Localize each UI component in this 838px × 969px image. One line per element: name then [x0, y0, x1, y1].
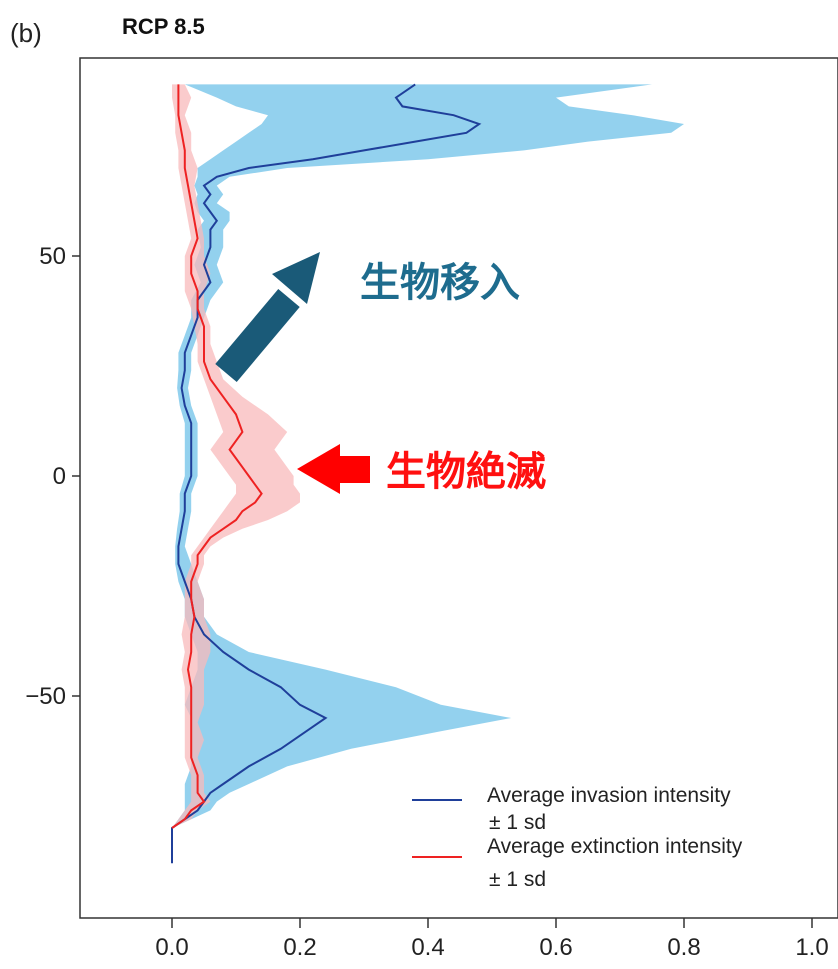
legend-extinction-sd: ± 1 sd	[489, 868, 546, 891]
invasion-mean-line	[171, 83, 482, 864]
x-tick-label: 0.8	[667, 934, 700, 961]
y-tick-label: 0	[53, 463, 66, 490]
chart-title: RCP 8.5	[122, 14, 205, 39]
panel-label: (b)	[10, 18, 42, 48]
legend-invasion-sd: ± 1 sd	[489, 811, 546, 834]
x-tick-label: 1.0	[795, 934, 828, 961]
legend: Average invasion intensity ± 1 sd Averag…	[412, 784, 743, 891]
plot-frame	[79, 57, 838, 919]
extinction-annotation: 生物絶滅	[386, 449, 546, 495]
x-tick-label: 0.4	[411, 934, 444, 961]
x-tick-label: 0.6	[539, 934, 572, 961]
y-axis: 50 0 −50	[25, 243, 80, 710]
extinction-mean-line	[171, 84, 263, 829]
x-tick-label: 0.0	[155, 934, 188, 961]
invasion-arrow	[215, 252, 320, 383]
legend-extinction-label: Average extinction intensity	[487, 835, 743, 858]
invasion-annotation: 生物移入	[360, 260, 520, 306]
extinction-sd-band	[172, 84, 300, 828]
y-tick-label: −50	[25, 683, 66, 710]
mean-lines	[171, 83, 482, 864]
x-axis: 0.0 0.2 0.4 0.6 0.8 1.0	[155, 918, 829, 961]
extinction-arrow	[297, 444, 370, 494]
x-tick-label: 0.2	[283, 934, 316, 961]
y-tick-label: 50	[39, 243, 66, 270]
legend-invasion-label: Average invasion intensity	[487, 784, 731, 807]
invasion-sd-band	[172, 84, 684, 864]
confidence-bands	[172, 84, 684, 864]
